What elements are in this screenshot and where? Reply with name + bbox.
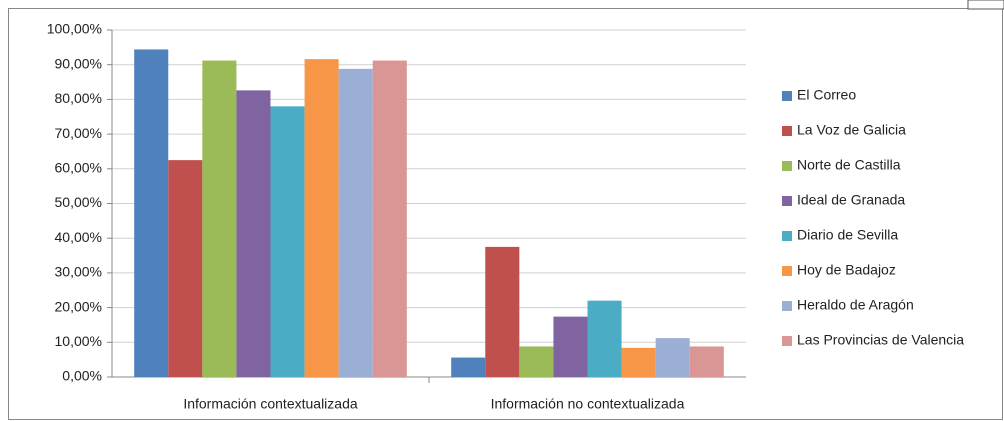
- legend-label: Hoy de Badajoz: [797, 262, 896, 278]
- bar: [134, 49, 169, 377]
- y-tick-label: 80,00%: [55, 90, 102, 106]
- bar: [621, 347, 656, 377]
- legend-swatch: [782, 196, 792, 206]
- y-tick-label: 40,00%: [55, 229, 102, 245]
- bar: [689, 346, 724, 377]
- legend-label: Ideal de Granada: [797, 192, 905, 208]
- legend-swatch: [782, 301, 792, 311]
- legend-label: Norte de Castilla: [797, 157, 901, 173]
- legend-label: Las Provincias de Valencia: [797, 332, 964, 348]
- legend-label: Diario de Sevilla: [797, 227, 898, 243]
- y-tick-label: 20,00%: [55, 298, 102, 314]
- legend-swatch: [782, 161, 792, 171]
- bar: [485, 246, 520, 377]
- legend-swatch: [782, 231, 792, 241]
- y-tick-label: 30,00%: [55, 264, 102, 280]
- legend-label: La Voz de Galicia: [797, 122, 906, 138]
- y-tick-label: 90,00%: [55, 55, 102, 71]
- x-tick-label: Información no contextualizada: [491, 396, 685, 412]
- bar: [655, 338, 690, 377]
- bar: [202, 60, 237, 377]
- bar: [451, 357, 486, 377]
- bar: [236, 90, 271, 378]
- legend-swatch: [782, 266, 792, 276]
- legend-swatch: [782, 91, 792, 101]
- x-tick-label: Información contextualizada: [183, 396, 358, 412]
- legend-swatch: [782, 126, 792, 136]
- y-tick-label: 70,00%: [55, 125, 102, 141]
- y-tick-label: 100,00%: [47, 21, 102, 37]
- bar: [587, 300, 622, 377]
- bar: [553, 316, 588, 377]
- bar: [304, 59, 339, 377]
- bar: [372, 60, 407, 377]
- corner-box: [967, 0, 1004, 10]
- y-tick-label: 0,00%: [62, 368, 102, 384]
- legend-swatch: [782, 336, 792, 346]
- bar: [168, 160, 203, 377]
- y-tick-label: 60,00%: [55, 160, 102, 176]
- legend-label: Heraldo de Aragón: [797, 297, 914, 313]
- y-tick-label: 50,00%: [55, 194, 102, 210]
- bar: [338, 68, 373, 377]
- bar: [270, 106, 305, 377]
- y-tick-label: 10,00%: [55, 333, 102, 349]
- legend-label: El Correo: [797, 87, 856, 103]
- bar: [519, 346, 554, 377]
